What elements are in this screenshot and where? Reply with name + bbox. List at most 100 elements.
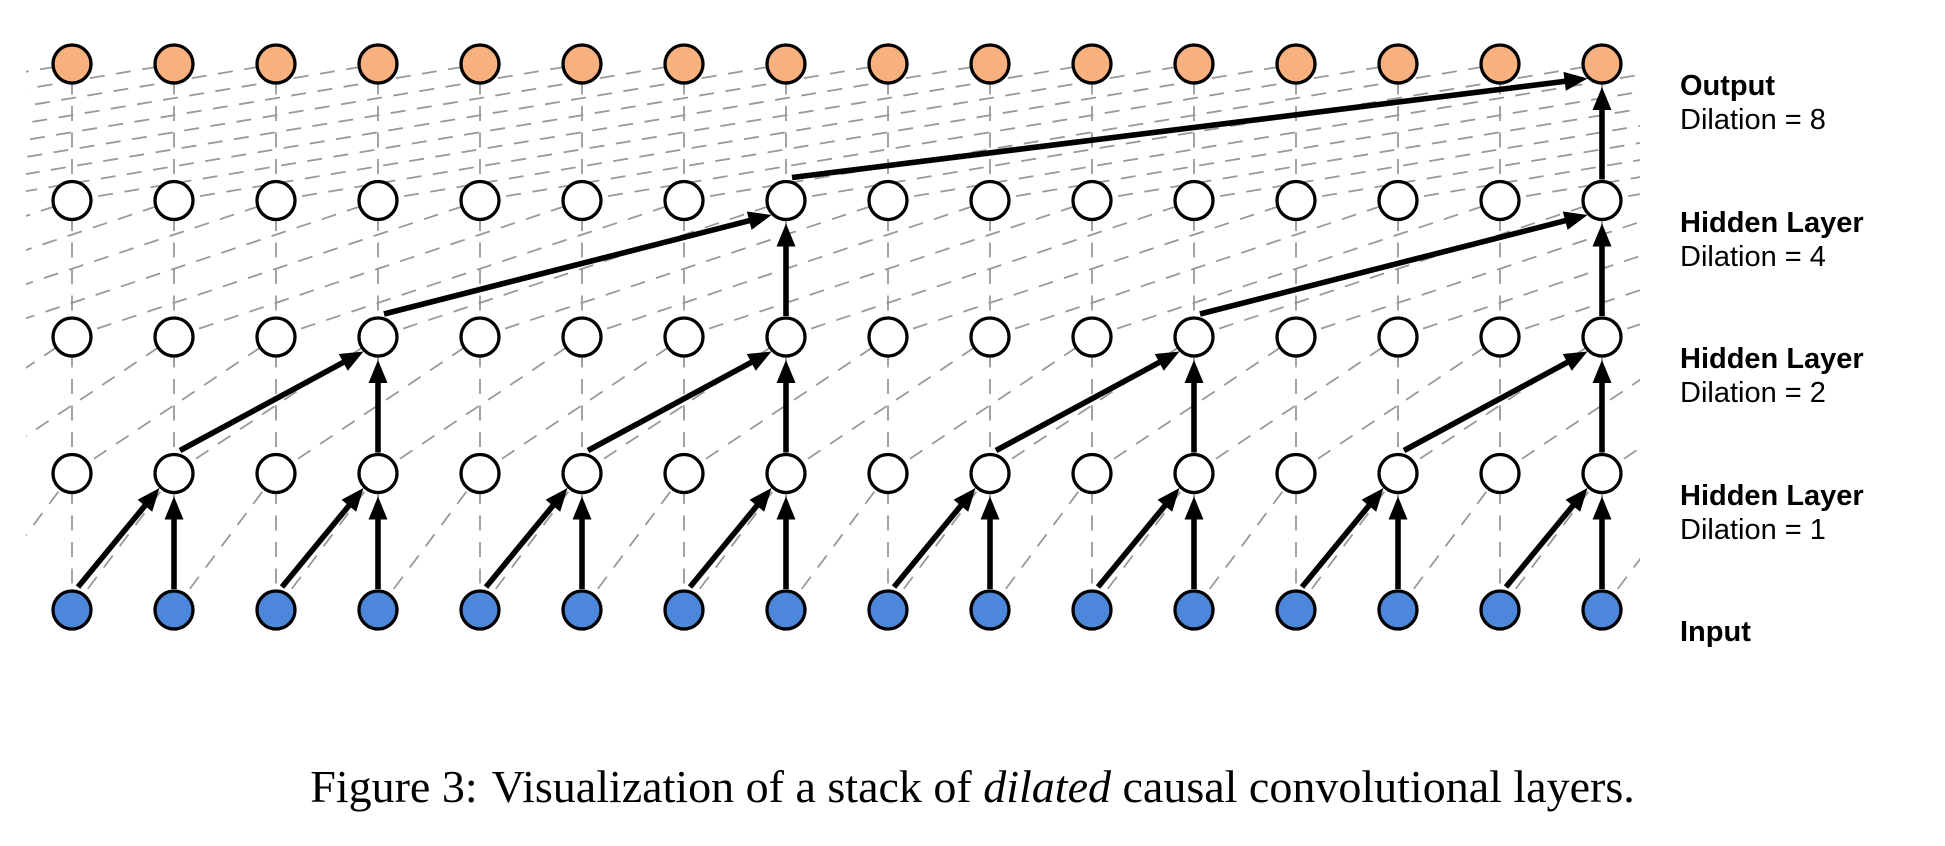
bold-arrow-shaft: [586, 359, 755, 453]
caption-text-before: Visualization of a stack of: [491, 761, 984, 812]
label-hidden-layer-2: Hidden Layer Dilation = 2: [1680, 342, 1864, 410]
hidden-1-node: [1581, 452, 1623, 495]
hidden-2-node: [765, 316, 807, 358]
bold-arrowhead: [776, 496, 796, 520]
caption-italic-word: dilated: [983, 761, 1111, 812]
hidden-3-node: [1479, 179, 1521, 222]
hidden-3-node: [1071, 179, 1113, 222]
input-node: [1479, 589, 1521, 631]
input-node: [1581, 589, 1623, 631]
dashed-diagonal-connection: [1091, 472, 1195, 611]
dashed-diagonal-connection: [1193, 336, 1399, 475]
label-hidden-layer-3: Hidden Layer Dilation = 4: [1680, 206, 1864, 274]
hidden-3-node: [561, 179, 603, 222]
dashed-diagonal-connection: [275, 199, 685, 338]
bold-arrowhead: [545, 488, 568, 512]
bold-arrowhead: [746, 211, 772, 230]
dashed-diagonal-connection: [989, 90, 1640, 202]
hidden-1-node: [1173, 452, 1215, 495]
dashed-diagonal-connection: [1295, 336, 1501, 475]
dashed-diagonal-connection: [1601, 557, 1640, 611]
dashed-diagonal-connection: [26, 472, 73, 537]
output-node: [1071, 43, 1113, 85]
hidden-3-node: [51, 179, 93, 222]
output-node: [969, 43, 1011, 85]
dashed-diagonal-connection: [785, 199, 1195, 338]
hidden-1-node: [969, 452, 1011, 495]
dashed-diagonal-connection: [173, 472, 277, 611]
bold-arrowhead: [1154, 351, 1180, 371]
dashed-diagonal-connection: [26, 199, 379, 320]
hidden-2-node: [153, 316, 195, 358]
hidden-3-node: [153, 179, 195, 222]
input-node: [1377, 589, 1419, 631]
dashed-diagonal-connection: [26, 336, 73, 369]
bold-arrow-shaft: [178, 359, 347, 453]
hidden-3-node: [1275, 179, 1317, 222]
label-hidden2-dilation: Dilation = 2: [1680, 377, 1826, 409]
dashed-diagonal-connection: [683, 63, 1501, 202]
label-hidden1-dilation: Dilation = 1: [1680, 514, 1826, 546]
hidden-3-node: [1581, 179, 1623, 222]
dashed-diagonal-connection: [1295, 142, 1640, 202]
hidden-2-node: [663, 316, 705, 358]
caption-text-after: causal convolutional layers.: [1111, 761, 1635, 812]
dashed-diagonal-connection: [1295, 220, 1640, 338]
dashed-diagonal-connection: [26, 63, 379, 124]
bold-arrow-shaft: [1503, 502, 1577, 589]
bold-arrowhead: [1565, 488, 1588, 512]
dashed-diagonal-connection: [26, 63, 277, 107]
dashed-diagonal-connection: [581, 472, 685, 611]
output-layer-nodes: [51, 43, 1623, 85]
dashed-diagonal-connection: [26, 63, 481, 141]
input-node: [765, 589, 807, 631]
bold-arrowhead: [137, 488, 160, 512]
dashed-diagonal-connection: [1601, 446, 1640, 475]
dashed-diagonal-connection: [26, 63, 175, 90]
label-hidden1-title: Hidden Layer: [1680, 480, 1864, 512]
dashed-diagonal-connection: [1193, 199, 1603, 338]
input-layer-nodes: [51, 589, 1623, 631]
output-node: [867, 43, 909, 85]
input-node: [153, 589, 195, 631]
dashed-diagonal-connection: [581, 63, 1399, 202]
dashed-diagonal-connection: [1397, 472, 1501, 611]
dashed-diagonal-connection: [26, 199, 277, 286]
hidden-3-node: [357, 179, 399, 222]
bold-receptive-field-arrows: [75, 71, 1612, 589]
output-node: [765, 43, 807, 85]
hidden-1-node: [867, 452, 909, 495]
dashed-diagonal-connection: [173, 336, 379, 475]
bold-arrow-shaft: [1402, 359, 1571, 453]
hidden-3-node: [1377, 179, 1419, 222]
hidden-1-node: [51, 452, 93, 495]
input-node: [969, 589, 1011, 631]
output-node: [357, 43, 399, 85]
bold-arrowhead: [953, 488, 976, 512]
bold-arrowhead: [749, 488, 772, 512]
output-node: [1581, 43, 1623, 85]
input-node: [561, 589, 603, 631]
bold-arrow-shaft: [75, 502, 149, 589]
hidden-2-node: [1581, 316, 1623, 358]
dashed-diagonal-connection: [581, 336, 787, 475]
hidden-3-node: [459, 179, 501, 222]
hidden-1-node: [1479, 452, 1521, 495]
dashed-diagonal-connection: [26, 199, 175, 251]
bold-arrow-shaft: [687, 502, 761, 589]
dashed-diagonal-connection: [479, 472, 583, 611]
bold-arrow-shaft: [1199, 217, 1568, 317]
label-hidden-layer-1: Hidden Layer Dilation = 1: [1680, 479, 1864, 547]
dashed-diagonal-connection: [1091, 199, 1501, 338]
bold-arrowhead: [1592, 87, 1612, 110]
dashed-diagonal-connection: [26, 63, 787, 193]
label-input: Input: [1680, 615, 1751, 649]
hidden-2-node: [1071, 316, 1113, 358]
bold-arrowhead: [746, 351, 772, 371]
dashed-diagonal-connection: [1397, 159, 1640, 202]
output-node: [1479, 43, 1521, 85]
input-node: [357, 589, 399, 631]
bold-arrowhead: [1361, 488, 1384, 512]
bold-arrowhead: [368, 496, 388, 520]
input-node: [1071, 589, 1113, 631]
